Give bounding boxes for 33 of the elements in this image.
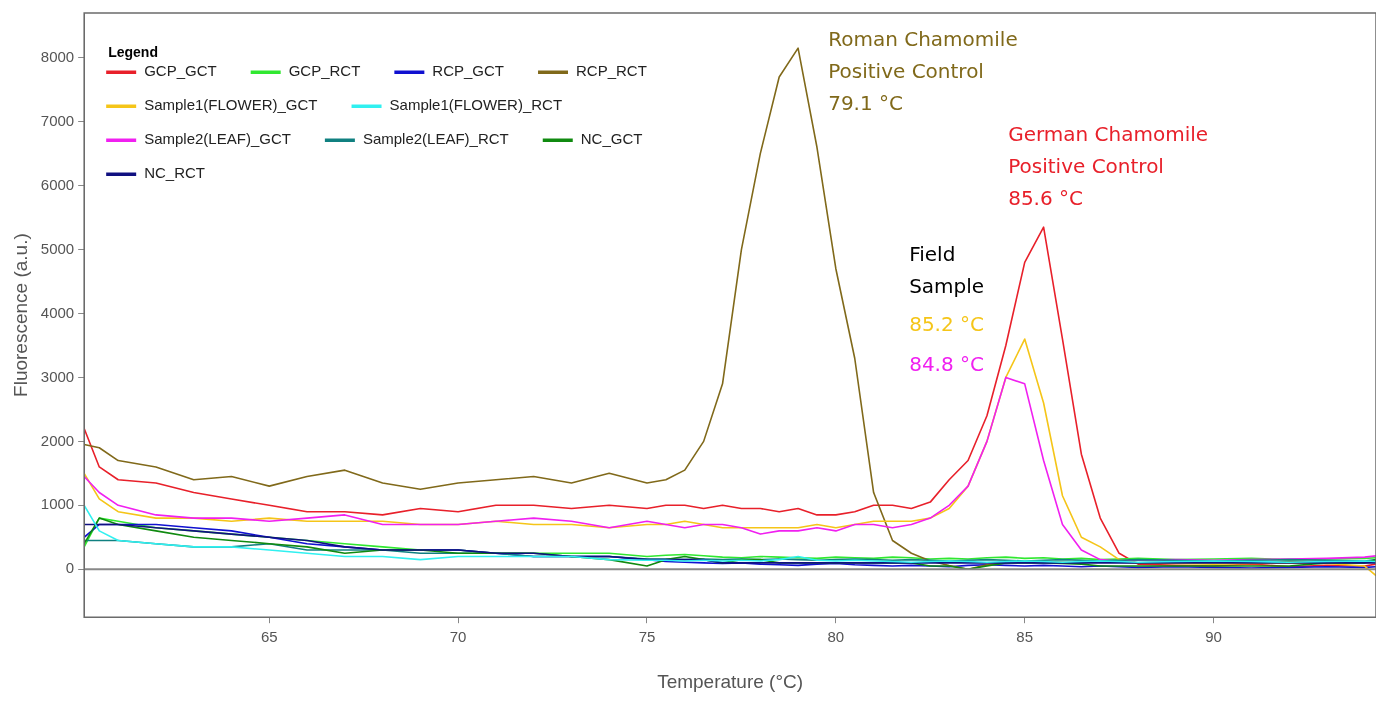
annotation: 85.2 °C bbox=[909, 312, 985, 337]
x-tick-label: 75 bbox=[638, 628, 656, 646]
legend-label: NC_RCT bbox=[144, 164, 206, 182]
y-tick-label: 8000 bbox=[40, 47, 75, 65]
legend-label: NC_GCT bbox=[580, 130, 643, 148]
y-tick-label: 6000 bbox=[40, 175, 75, 193]
y-tick-label: 0 bbox=[65, 559, 75, 577]
legend-label: GCP_GCT bbox=[144, 62, 217, 80]
y-tick-label: 3000 bbox=[40, 367, 75, 385]
x-tick-label: 65 bbox=[260, 628, 278, 646]
annotation: Roman Chamomile Positive Control 79.1 °C bbox=[828, 27, 1018, 116]
y-tick-label: 4000 bbox=[40, 303, 75, 321]
x-tick-label: 70 bbox=[449, 628, 467, 646]
legend-label: Sample2(LEAF)_GCT bbox=[144, 130, 291, 148]
legend-label: Sample1(FLOWER)_RCT bbox=[389, 96, 563, 114]
y-tick-label: 5000 bbox=[40, 239, 75, 257]
legend-label: Sample2(LEAF)_RCT bbox=[362, 130, 509, 148]
legend-label: RCP_GCT bbox=[432, 62, 505, 80]
annotation: German Chamomile Positive Control 85.6 °C bbox=[1008, 122, 1209, 211]
x-axis-title: Temperature (°C) bbox=[657, 670, 804, 692]
y-tick-label: 1000 bbox=[40, 495, 75, 513]
y-tick-label: 7000 bbox=[40, 111, 75, 129]
legend-label: GCP_RCT bbox=[288, 62, 361, 80]
y-axis-title: Fluorescence (a.u.) bbox=[9, 233, 31, 397]
legend-label: Sample1(FLOWER)_GCT bbox=[144, 96, 318, 114]
x-tick-label: 80 bbox=[827, 628, 845, 646]
x-tick-label: 90 bbox=[1205, 628, 1222, 646]
annotation: 84.8 °C bbox=[909, 352, 985, 377]
legend-label: RCP_RCT bbox=[576, 62, 647, 80]
legend-title: Legend bbox=[108, 43, 158, 60]
y-tick-label: 2000 bbox=[40, 431, 75, 449]
x-tick-label: 85 bbox=[1016, 628, 1034, 646]
annotation: Field Sample bbox=[909, 242, 985, 299]
